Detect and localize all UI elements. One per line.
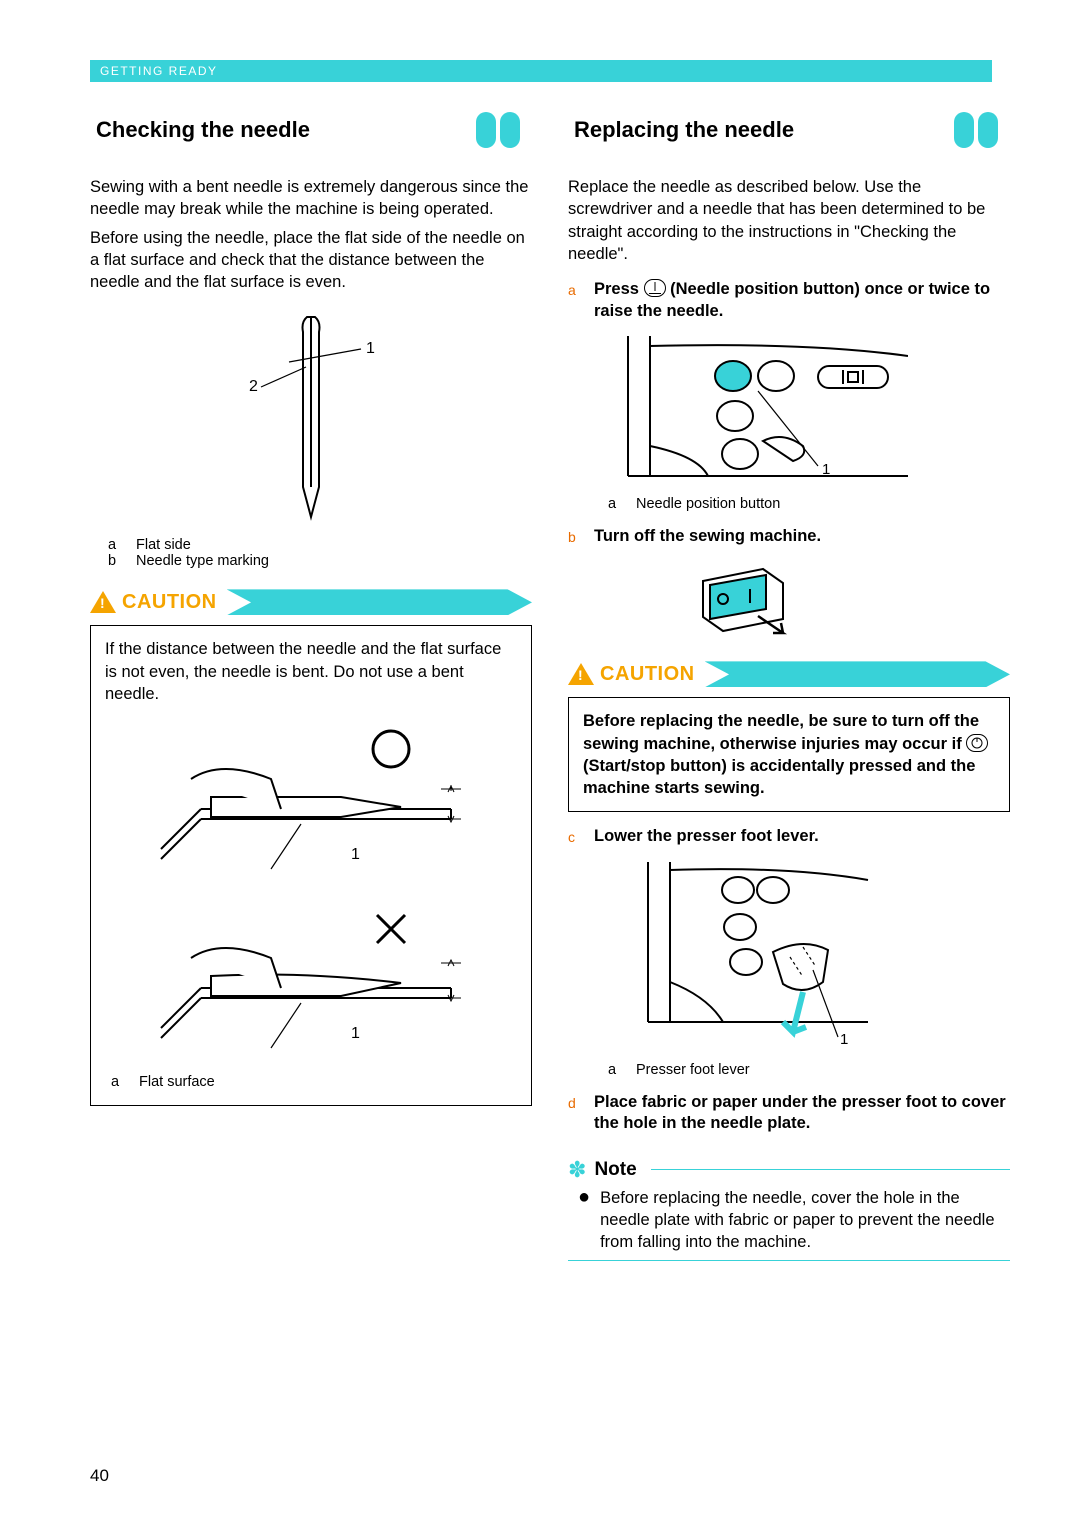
- header-bar: GETTING READY: [90, 60, 992, 82]
- caution-arrow-decoration: [227, 589, 532, 615]
- needle-position-button-diagram: 1: [608, 336, 908, 486]
- svg-text:1: 1: [822, 461, 830, 478]
- caution-box-right: Before replacing the needle, be sure to …: [568, 697, 1010, 812]
- caution-label: CAUTION: [122, 591, 227, 614]
- flat-surface-wrong-diagram: 1: [141, 903, 481, 1063]
- two-column-layout: Checking the needle Sewing with a bent n…: [90, 112, 1010, 1261]
- start-stop-icon: [966, 734, 988, 752]
- intro-paragraph-2: Before using the needle, place the flat …: [90, 227, 532, 294]
- legend-needle-marking: Needle type marking: [136, 553, 269, 569]
- note-label: Note: [594, 1159, 636, 1181]
- legend-flat-surface: Flat surface: [139, 1073, 215, 1093]
- legend-presser-foot: Presser foot lever: [636, 1062, 750, 1078]
- warning-triangle-icon: [568, 663, 594, 685]
- caution-banner-right: CAUTION: [568, 659, 1010, 689]
- flat-surface-legend: aFlat surface: [111, 1073, 517, 1093]
- note-burst-icon: ✽: [568, 1159, 586, 1181]
- presser-foot-diagram: 1: [628, 862, 888, 1052]
- caution-label: CAUTION: [600, 663, 705, 686]
- right-column: Replacing the needle Replace the needle …: [568, 112, 1010, 1261]
- legend-flat-side: Flat side: [136, 537, 191, 553]
- note-bullet-icon: ●: [578, 1187, 590, 1254]
- section-heading-checking: Checking the needle: [90, 112, 532, 148]
- section-title: Checking the needle: [96, 117, 310, 143]
- note-heading: ✽ Note: [568, 1159, 1010, 1181]
- svg-text:1: 1: [840, 1031, 848, 1048]
- note-text: Before replacing the needle, cover the h…: [600, 1187, 1006, 1254]
- needle-btn-legend: aNeedle position button: [608, 496, 1010, 512]
- svg-text:2: 2: [249, 378, 258, 395]
- note-rule: [651, 1169, 1010, 1170]
- legend-needle-position-btn: Needle position button: [636, 496, 780, 512]
- page-number: 40: [90, 1466, 109, 1486]
- caution-text: If the distance between the needle and t…: [105, 640, 501, 703]
- step-c: c Lower the presser foot lever.: [568, 826, 1010, 847]
- step-a: a Press (Needle position button) once or…: [568, 279, 1010, 322]
- flat-surface-correct-diagram: 1: [141, 719, 481, 889]
- needle-position-icon: [644, 279, 666, 297]
- header-breadcrumb: GETTING READY: [100, 64, 218, 78]
- intro-paragraph-1: Sewing with a bent needle is extremely d…: [90, 176, 532, 221]
- page: GETTING READY Checking the needle Sewing…: [0, 0, 1080, 1526]
- section-title: Replacing the needle: [574, 117, 794, 143]
- step-d: d Place fabric or paper under the presse…: [568, 1092, 1010, 1135]
- section-heading-replacing: Replacing the needle: [568, 112, 1010, 148]
- svg-text:1: 1: [351, 846, 360, 863]
- presser-foot-legend: aPresser foot lever: [608, 1062, 1010, 1078]
- needle-diagram: 1 2: [211, 307, 411, 527]
- svg-text:1: 1: [351, 1025, 360, 1042]
- warning-triangle-icon: [90, 591, 116, 613]
- caution-arrow-decoration: [705, 661, 1010, 687]
- caution-box-left: If the distance between the needle and t…: [90, 625, 532, 1105]
- note-body: ● Before replacing the needle, cover the…: [568, 1181, 1010, 1261]
- power-switch-diagram: [688, 561, 798, 641]
- svg-text:1: 1: [366, 340, 375, 357]
- left-column: Checking the needle Sewing with a bent n…: [90, 112, 532, 1261]
- caution-banner-left: CAUTION: [90, 587, 532, 617]
- step-b: b Turn off the sewing machine.: [568, 526, 1010, 547]
- needle-legend: aFlat side bNeedle type marking: [108, 537, 532, 569]
- replacing-intro: Replace the needle as described below. U…: [568, 176, 1010, 265]
